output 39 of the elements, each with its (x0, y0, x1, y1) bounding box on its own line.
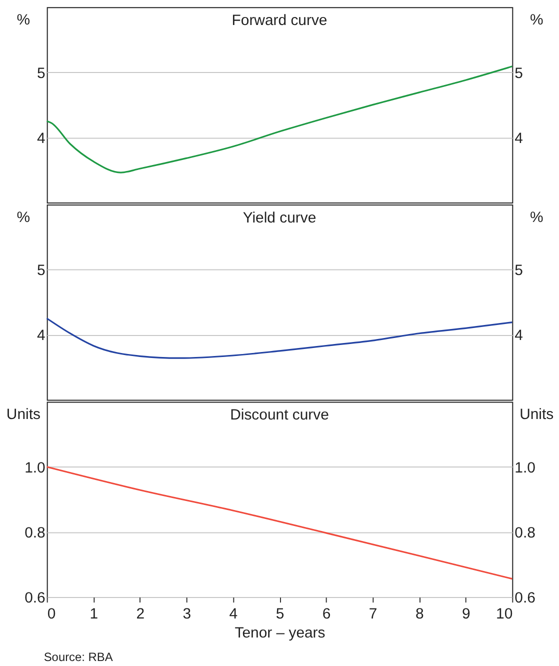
x-tick-label: 10 (496, 605, 513, 622)
y2-tick-label: 1.0 (514, 459, 536, 476)
chart-title: Forward curve (232, 12, 328, 30)
y2-axis-title: % (530, 208, 544, 226)
y2-tick-label: 4 (514, 327, 523, 344)
y-tick-label: 5 (37, 64, 46, 82)
y2-tick-label: 5 (514, 64, 523, 82)
x-tick-label: 3 (182, 605, 192, 622)
source-note: Source: RBA (44, 650, 113, 664)
x-axis-title: Tenor – years (234, 624, 326, 642)
y2-tick-label: 0.8 (514, 524, 536, 542)
y2-tick-label: 5 (514, 262, 523, 280)
chart-title: Yield curve (242, 209, 316, 226)
y-tick-label: 4 (37, 130, 46, 147)
x-tick-label: 2 (136, 605, 145, 622)
x-tick-label: 4 (229, 605, 238, 622)
x-tick-label: 1 (90, 605, 98, 622)
line-series (46, 466, 513, 580)
y-tick-label: 0.6 (24, 590, 46, 607)
x-tick-label: 5 (276, 605, 284, 622)
y-tick-label: 1.0 (24, 459, 46, 476)
x-tick-label: 0 (47, 605, 56, 622)
y-tick-label: 5 (37, 262, 46, 280)
chart-title: Discount curve (230, 406, 329, 424)
y-axis-title: % (16, 12, 30, 29)
y-axis-title: Units (6, 406, 40, 424)
x-tick-label: 6 (322, 605, 331, 622)
line-series (46, 318, 513, 359)
y2-tick-label: 0.6 (514, 590, 536, 607)
y-tick-label: 0.8 (24, 524, 46, 542)
y2-tick-label: 4 (514, 130, 523, 147)
x-tick-label: 8 (415, 605, 424, 622)
y-axis-title: % (16, 208, 30, 226)
y2-axis-title: Units (520, 406, 554, 424)
line-series (46, 66, 513, 174)
y-tick-label: 4 (37, 327, 46, 344)
y2-axis-title: % (530, 12, 544, 29)
x-tick-label: 7 (368, 605, 378, 622)
x-tick-label: 9 (462, 605, 470, 622)
